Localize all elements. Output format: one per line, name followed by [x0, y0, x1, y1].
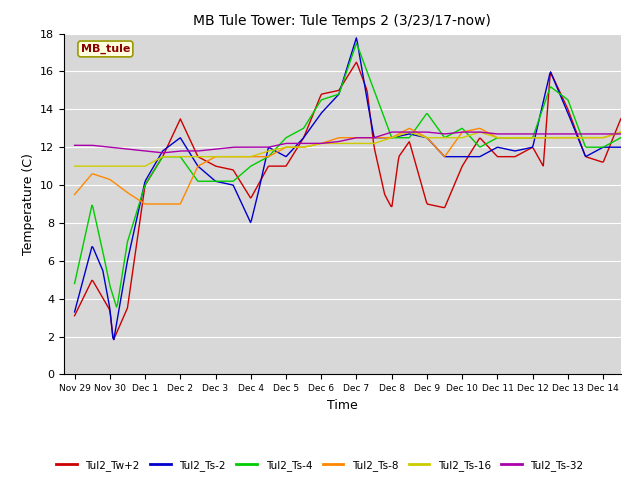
Legend: Tul2_Tw+2, Tul2_Ts-2, Tul2_Ts-4, Tul2_Ts-8, Tul2_Ts-16, Tul2_Ts-32: Tul2_Tw+2, Tul2_Ts-2, Tul2_Ts-4, Tul2_Ts… — [52, 456, 588, 475]
Title: MB Tule Tower: Tule Temps 2 (3/23/17-now): MB Tule Tower: Tule Temps 2 (3/23/17-now… — [193, 14, 492, 28]
Y-axis label: Temperature (C): Temperature (C) — [22, 153, 35, 255]
Text: MB_tule: MB_tule — [81, 44, 130, 54]
X-axis label: Time: Time — [327, 399, 358, 412]
